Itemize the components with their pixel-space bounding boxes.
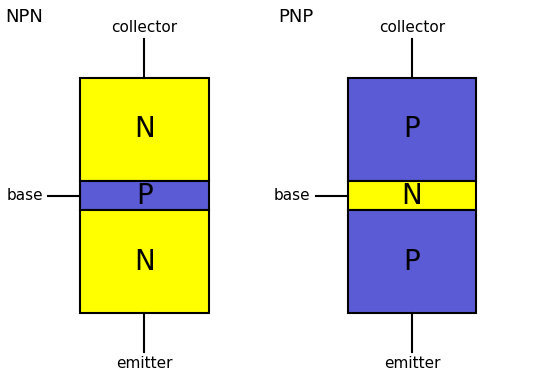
Text: N: N — [402, 181, 422, 210]
Text: P: P — [403, 248, 421, 276]
Text: PNP: PNP — [278, 8, 314, 26]
Text: NPN: NPN — [5, 8, 43, 26]
Bar — [348, 78, 476, 181]
Text: P: P — [403, 115, 421, 143]
Text: base: base — [6, 188, 43, 203]
Bar — [348, 181, 476, 210]
Text: base: base — [274, 188, 310, 203]
Bar — [80, 78, 209, 181]
Text: P: P — [136, 181, 153, 210]
Text: emitter: emitter — [116, 356, 173, 371]
Text: collector: collector — [111, 20, 178, 35]
Text: N: N — [134, 115, 155, 143]
Bar — [80, 210, 209, 313]
Bar — [348, 210, 476, 313]
Text: emitter: emitter — [384, 356, 440, 371]
Bar — [80, 181, 209, 210]
Text: collector: collector — [379, 20, 445, 35]
Text: N: N — [134, 248, 155, 276]
